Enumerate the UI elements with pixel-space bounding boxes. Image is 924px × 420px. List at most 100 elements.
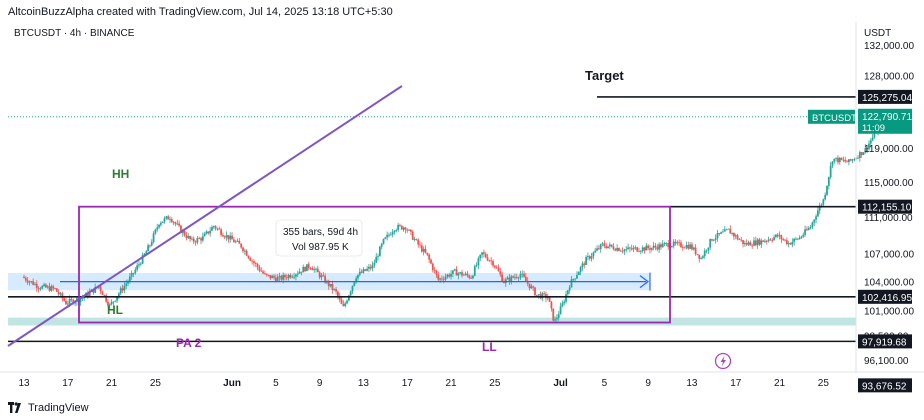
candle-body bbox=[240, 243, 243, 248]
candle-body bbox=[196, 238, 199, 243]
candle-body bbox=[698, 254, 701, 259]
candle-body bbox=[466, 273, 469, 276]
candle-body bbox=[508, 277, 511, 282]
candle-body bbox=[472, 275, 474, 279]
candle-body bbox=[54, 288, 56, 290]
candle-body bbox=[335, 289, 337, 292]
x-tick-label: 17 bbox=[730, 378, 742, 389]
y-tick-label: 119,000.00 bbox=[864, 144, 914, 155]
candle-body bbox=[99, 286, 102, 292]
candle-body bbox=[654, 245, 657, 248]
background-layer bbox=[8, 273, 856, 326]
candle-body bbox=[311, 268, 314, 271]
candle-body bbox=[515, 276, 518, 278]
candle-body bbox=[384, 237, 387, 239]
candle-body bbox=[88, 291, 91, 297]
candle-body bbox=[629, 247, 631, 249]
candle-body bbox=[546, 297, 549, 299]
y-tick-label: 96,100.00 bbox=[864, 356, 909, 367]
candle-body bbox=[506, 277, 509, 280]
candle-body bbox=[358, 271, 361, 275]
candle-body bbox=[194, 241, 197, 243]
level-price-label: 125,275.04 bbox=[862, 93, 912, 104]
candle-body bbox=[871, 137, 874, 141]
y-tick-label: 107,000.00 bbox=[864, 249, 914, 260]
candle-body bbox=[866, 147, 869, 150]
candle-body bbox=[59, 293, 62, 295]
candle-body bbox=[161, 221, 164, 223]
candle-body bbox=[521, 273, 524, 275]
candle-body bbox=[603, 243, 606, 247]
candle-body bbox=[632, 247, 635, 250]
candle-body bbox=[251, 260, 254, 262]
drawings-layer: 355 bars, 59d 4h Vol 987.95 K Target HH HL PA… bbox=[7, 68, 856, 370]
candle-body bbox=[130, 272, 133, 277]
candle-body bbox=[753, 240, 755, 246]
candle-body bbox=[362, 269, 365, 273]
candle-body bbox=[211, 227, 213, 231]
candle-body bbox=[568, 287, 571, 291]
pa2-label: PA 2 bbox=[176, 336, 202, 350]
candle-body bbox=[499, 271, 502, 275]
candle-body bbox=[597, 248, 600, 250]
candle-body bbox=[574, 278, 577, 280]
candle-body bbox=[809, 227, 812, 229]
price-chart[interactable]: 355 bars, 59d 4h Vol 987.95 K Target HH HL PA… bbox=[0, 0, 924, 400]
candle-body bbox=[556, 317, 558, 320]
candle-body bbox=[269, 275, 272, 279]
candle-body bbox=[66, 303, 69, 305]
candle-body bbox=[758, 239, 761, 245]
candle-body bbox=[369, 266, 372, 269]
candle-body bbox=[751, 245, 754, 247]
candle-body bbox=[45, 284, 47, 288]
x-tick-label: 17 bbox=[62, 378, 74, 389]
candle-body bbox=[420, 245, 423, 252]
candle-body bbox=[795, 238, 797, 240]
candle-body bbox=[389, 234, 392, 236]
level-price-label-bg bbox=[858, 289, 912, 304]
candle-body bbox=[347, 295, 350, 301]
candle-body bbox=[273, 275, 275, 278]
candle-body bbox=[121, 288, 124, 291]
candle-body bbox=[643, 247, 646, 251]
candle-body bbox=[822, 199, 825, 205]
candle-body bbox=[243, 250, 246, 252]
candle-body bbox=[670, 246, 673, 248]
candle-body bbox=[26, 280, 29, 283]
candle-body bbox=[687, 245, 690, 249]
axes-layer: 132,000.00 128,000.00 119,000.00 115,000.00… bbox=[0, 22, 924, 393]
candle-body bbox=[740, 239, 743, 241]
candle-body bbox=[857, 157, 859, 159]
candle-body bbox=[406, 229, 409, 231]
candle-body bbox=[534, 287, 536, 296]
candle-body bbox=[395, 229, 398, 231]
tradingview-logo[interactable]: TradingView bbox=[8, 400, 89, 416]
candle-body bbox=[289, 275, 292, 278]
x-tick-label: 5 bbox=[602, 378, 608, 389]
candle-body bbox=[634, 247, 637, 249]
candle-body bbox=[315, 268, 317, 270]
candle-body bbox=[220, 229, 222, 235]
candle-body bbox=[108, 304, 111, 306]
chart-attribution: AltcoinBuzzAlpha created with TradingVie… bbox=[8, 6, 393, 18]
candle-body bbox=[714, 238, 717, 240]
candle-body bbox=[50, 286, 53, 291]
x-tick-label: 13 bbox=[686, 378, 698, 389]
candle-body bbox=[357, 274, 359, 279]
candle-body bbox=[152, 233, 155, 243]
candle-body bbox=[820, 204, 823, 206]
candle-body bbox=[722, 231, 724, 233]
candle-body bbox=[840, 157, 843, 160]
candle-body bbox=[846, 161, 848, 163]
candle-body bbox=[537, 294, 540, 296]
candle-body bbox=[327, 280, 330, 287]
level-price-label: 97,919.68 bbox=[862, 337, 907, 348]
candle-body bbox=[524, 276, 527, 281]
candle-body bbox=[638, 251, 640, 253]
candle-body bbox=[451, 270, 454, 274]
candle-body bbox=[378, 246, 381, 257]
candle-body bbox=[661, 243, 664, 248]
x-tick-label: 21 bbox=[445, 378, 457, 389]
candle-body bbox=[601, 243, 604, 245]
candle-body bbox=[517, 277, 520, 279]
